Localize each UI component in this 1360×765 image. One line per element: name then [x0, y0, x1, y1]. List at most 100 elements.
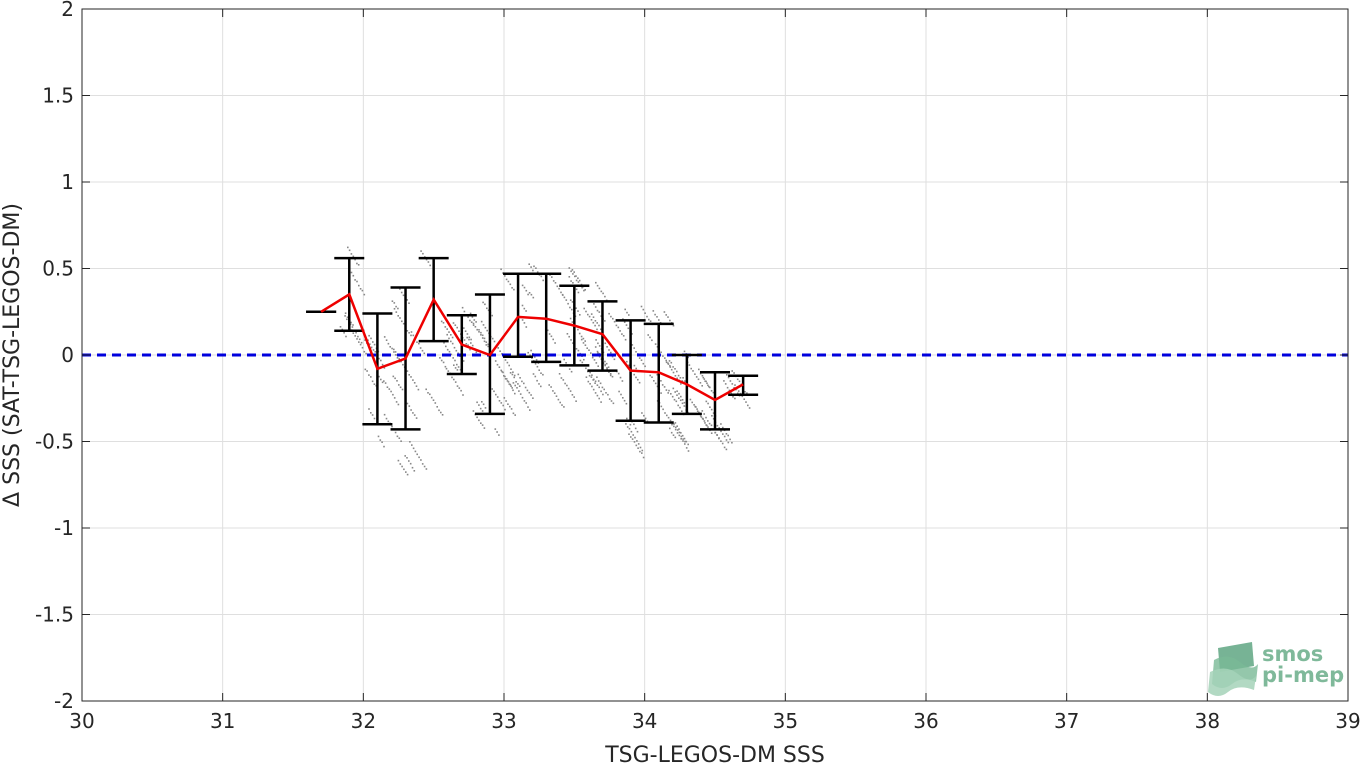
scatter-point — [510, 408, 513, 410]
scatter-point — [709, 406, 711, 408]
scatter-point — [396, 357, 399, 359]
scatter-point — [734, 397, 736, 400]
scatter-point — [674, 368, 676, 370]
scatter-point — [444, 365, 447, 368]
scatter-point — [731, 383, 734, 385]
scatter-point — [675, 400, 678, 403]
scatter-point — [486, 307, 488, 310]
scatter-point — [475, 321, 477, 323]
scatter-point — [472, 322, 475, 325]
scatter-point — [694, 373, 696, 375]
scatter-point — [743, 398, 745, 400]
scatter-point — [514, 414, 516, 416]
scatter-point — [678, 434, 681, 437]
scatter-point — [432, 399, 435, 401]
scatter-point — [617, 372, 620, 375]
scatter-point — [445, 345, 447, 348]
scatter-point — [506, 361, 509, 364]
y-tick-label: 1 — [61, 170, 74, 194]
scatter-point — [721, 442, 724, 445]
scatter-point — [670, 368, 673, 371]
scatter-point — [669, 365, 671, 367]
scatter-point — [456, 369, 459, 371]
scatter-point — [590, 313, 593, 315]
scatter-point — [443, 342, 445, 344]
scatter-point — [575, 400, 577, 402]
scatter-point — [502, 404, 504, 407]
scatter-point — [573, 271, 575, 273]
scatter-point — [676, 429, 679, 431]
scatter-point — [603, 388, 605, 391]
scatter-point — [393, 348, 395, 351]
scatter-point — [525, 326, 528, 328]
scatter-point — [596, 328, 598, 331]
scatter-point — [682, 440, 684, 442]
scatter-point — [481, 401, 483, 403]
scatter-point — [448, 337, 450, 340]
scatter-point — [472, 324, 475, 326]
scatter-point — [554, 282, 557, 284]
scatter-point — [704, 380, 706, 382]
scatter-point — [723, 446, 726, 449]
y-tick-label: -0.5 — [35, 430, 74, 454]
scatter-point — [457, 352, 459, 355]
scatter-point — [399, 386, 402, 389]
scatter-point — [521, 319, 524, 321]
scatter-point — [406, 457, 408, 459]
scatter-point — [512, 389, 514, 392]
scatter-point — [401, 388, 404, 391]
scatter-point — [412, 379, 414, 381]
scatter-point — [476, 401, 478, 404]
scatter-point — [594, 324, 596, 327]
scatter-point — [497, 347, 499, 349]
scatter-point — [400, 291, 403, 294]
scatter-point — [359, 288, 362, 290]
scatter-point — [510, 368, 512, 370]
scatter-point — [448, 331, 450, 333]
scatter-point — [604, 320, 606, 322]
scatter-point — [625, 402, 628, 405]
scatter-point — [548, 333, 551, 335]
scatter-point — [617, 326, 620, 329]
scatter-point — [601, 386, 604, 389]
scatter-point — [680, 435, 683, 438]
scatter-point — [450, 353, 453, 356]
scatter-point — [505, 278, 508, 281]
scatter-point — [665, 359, 667, 362]
scatter-point — [439, 357, 441, 359]
scatter-point — [594, 306, 597, 308]
scatter-point — [391, 300, 394, 302]
scatter-point — [588, 374, 591, 377]
scatter-point — [648, 318, 650, 321]
scatter-point — [519, 393, 522, 395]
scatter-point — [511, 387, 513, 389]
scatter-point — [638, 357, 641, 359]
scatter-point — [440, 411, 442, 414]
scatter-point — [679, 406, 681, 409]
scatter-point — [627, 364, 630, 367]
scatter-point — [585, 367, 587, 370]
scatter-point — [688, 364, 691, 366]
scatter-point — [521, 380, 523, 383]
scatter-point — [529, 354, 531, 356]
scatter-point — [473, 319, 476, 321]
scatter-point — [456, 326, 458, 329]
scatter-point — [478, 419, 480, 422]
scatter-point — [701, 417, 704, 420]
scatter-point — [582, 342, 585, 344]
scatter-point — [427, 261, 430, 263]
scatter-point — [383, 380, 385, 382]
scatter-point — [502, 272, 504, 274]
scatter-point — [627, 327, 630, 330]
scatter-point — [570, 370, 573, 373]
scatter-point — [716, 434, 718, 436]
scatter-point — [672, 387, 675, 390]
scatter-point — [569, 317, 572, 320]
scatter-point — [503, 397, 506, 399]
scatter-point — [568, 368, 571, 370]
scatter-point — [536, 365, 539, 368]
scatter-point — [623, 321, 626, 323]
scatter-point — [458, 387, 461, 389]
scatter-point — [583, 358, 585, 361]
scatter-point — [664, 357, 666, 359]
